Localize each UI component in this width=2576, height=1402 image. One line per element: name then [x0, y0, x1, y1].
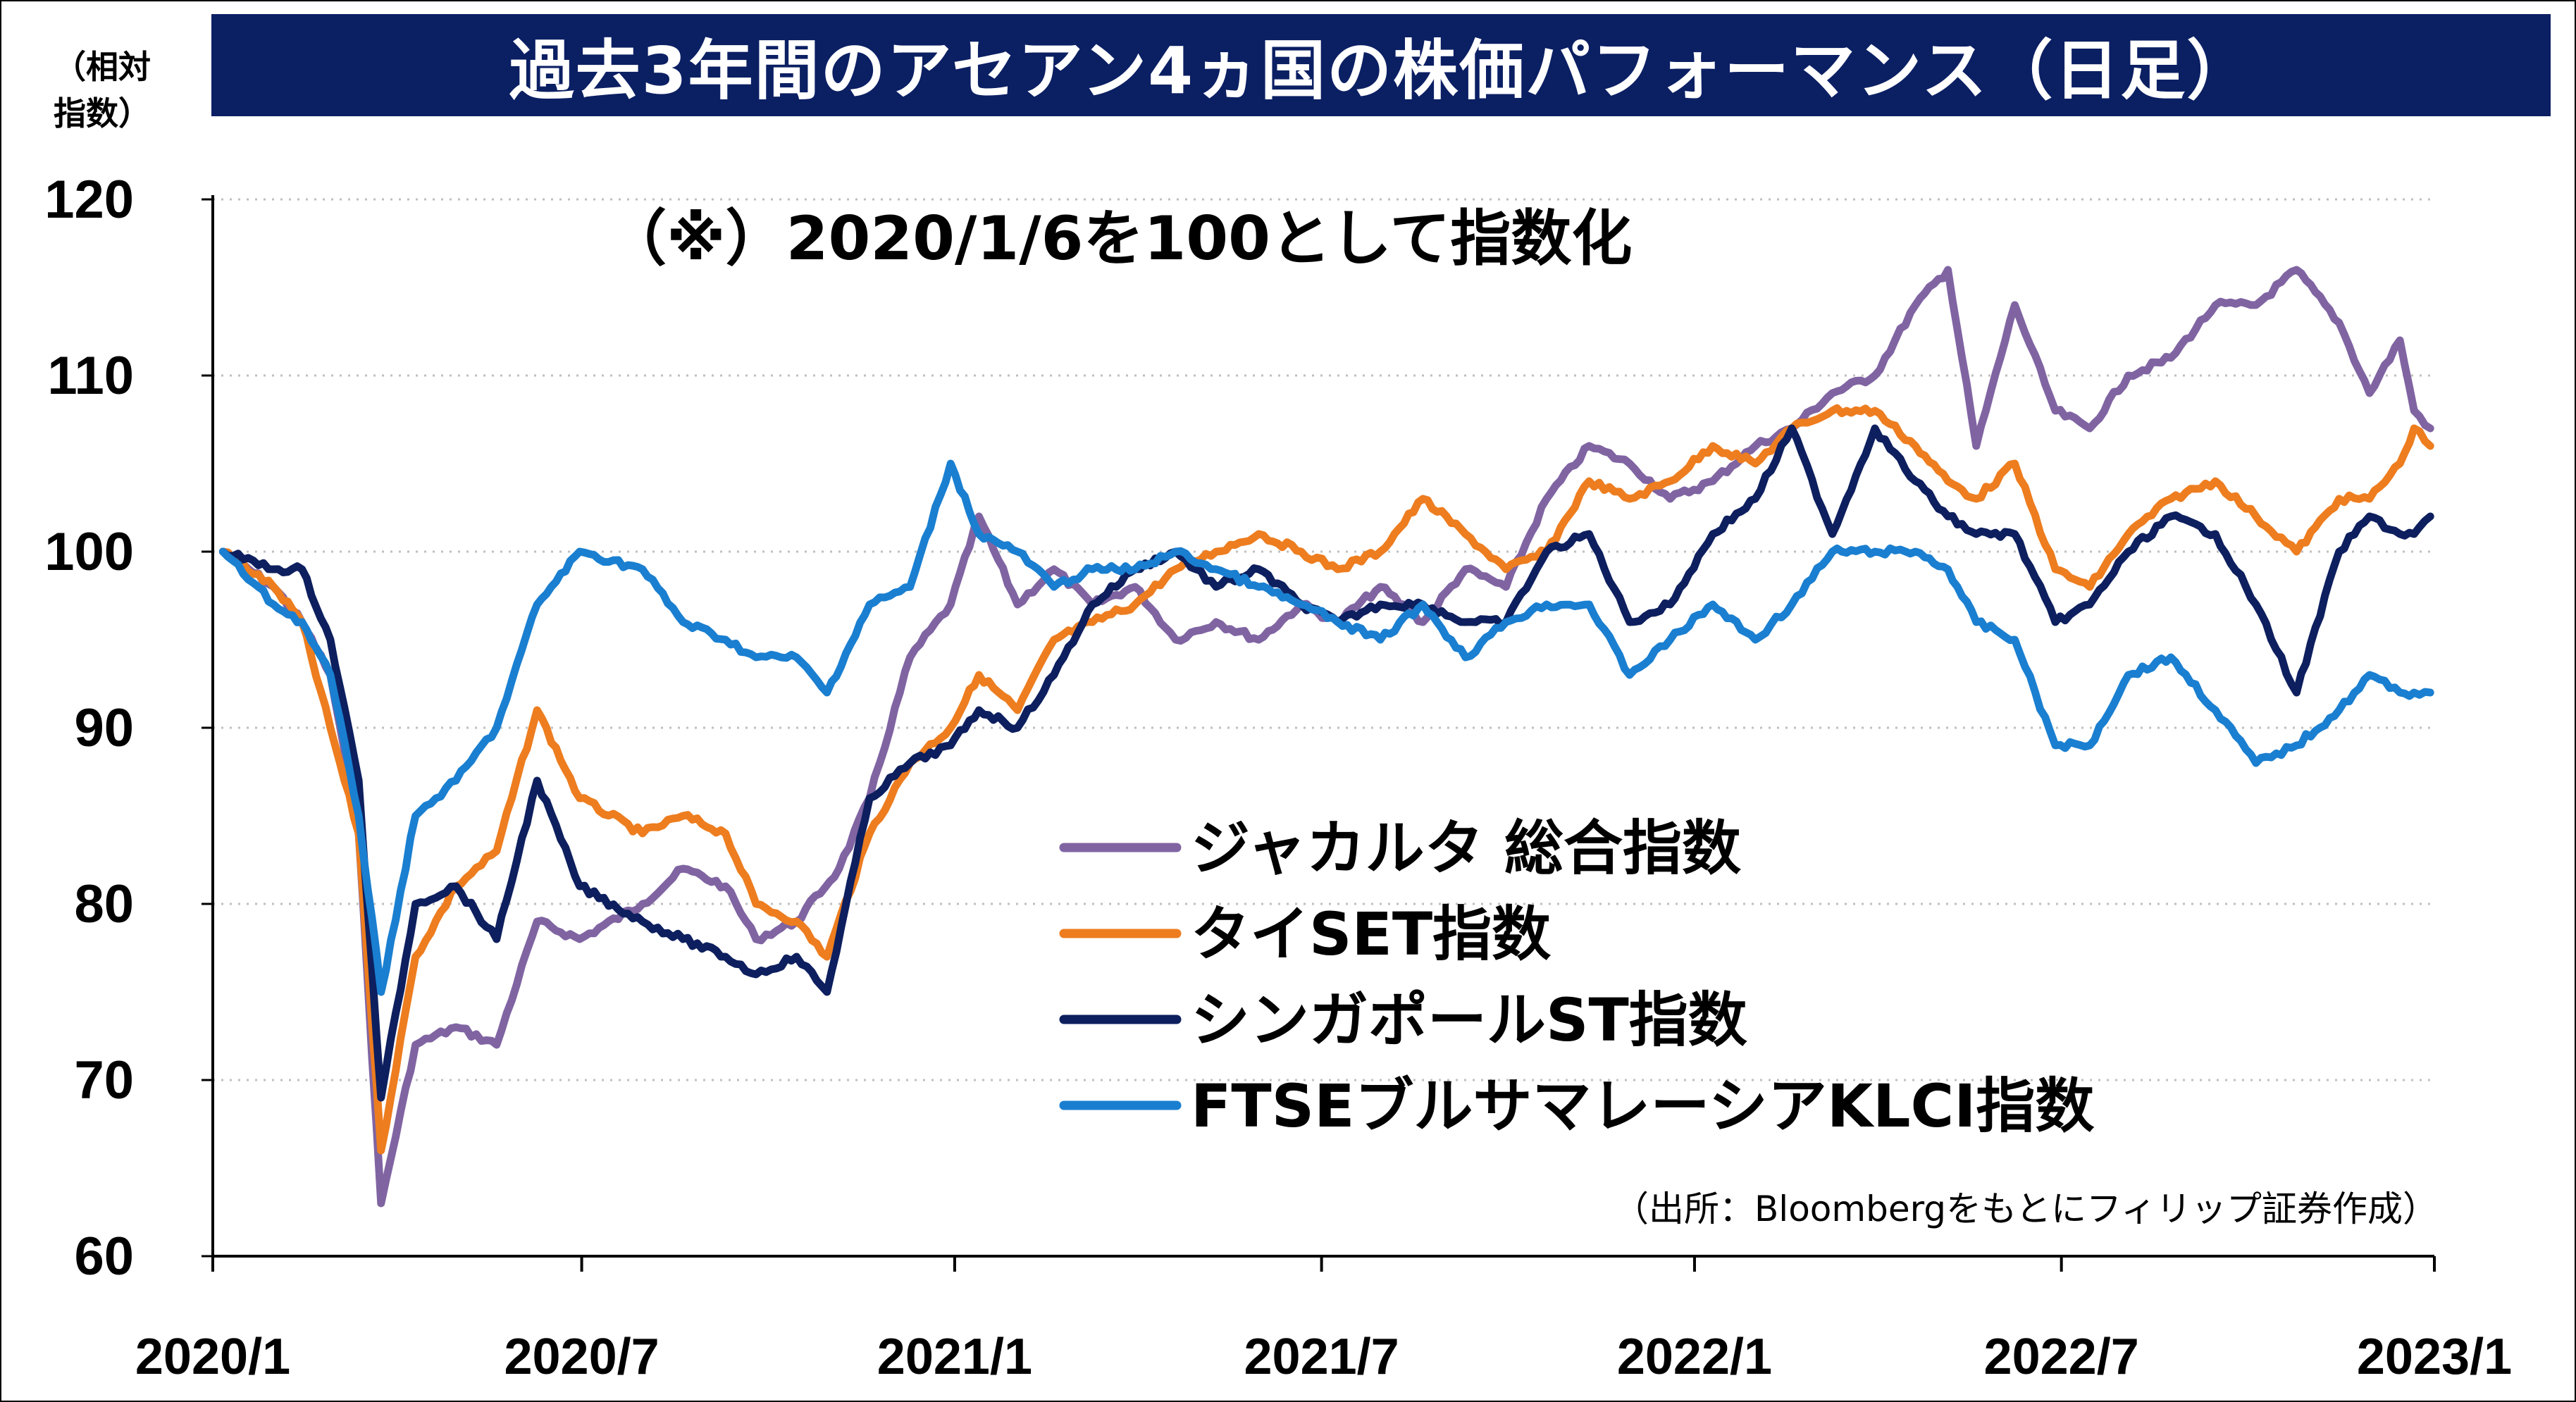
- y-tick-label: 100: [44, 522, 134, 582]
- x-tick-label: 2021/7: [1244, 1329, 1399, 1385]
- x-tick-label: 2022/7: [1984, 1329, 2139, 1385]
- source-note: （出所：Bloombergをもとにフィリップ証券作成）: [1614, 1189, 2438, 1229]
- chart-title: 過去3年間のアセアン4ヵ国の株価パフォーマンス（日足）: [211, 14, 2551, 116]
- y-axis-unit-line-2: 指数）: [54, 94, 151, 132]
- legend-label-thai: タイSET指数: [1191, 900, 1551, 969]
- x-tick-label: 2020/7: [504, 1329, 659, 1385]
- series-line-malaysia: [218, 459, 2434, 996]
- y-axis-unit-line-1: （相対: [54, 48, 151, 86]
- y-tick-label: 60: [74, 1227, 134, 1286]
- y-tick-label: 90: [74, 698, 134, 758]
- y-tick-label: 80: [74, 874, 134, 934]
- x-tick-label: 2020/1: [135, 1329, 290, 1385]
- x-tick-label: 2023/1: [2357, 1329, 2512, 1385]
- y-tick-label: 70: [74, 1050, 134, 1110]
- legend-label-jakarta: ジャカルタ 総合指数: [1191, 814, 1741, 883]
- y-tick-label: 110: [47, 346, 134, 406]
- x-tick-label: 2021/1: [877, 1329, 1032, 1385]
- x-tick-label: 2022/1: [1617, 1329, 1772, 1385]
- y-axis-unit: （相対 指数）: [54, 44, 151, 137]
- chart-title-text: 過去3年間のアセアン4ヵ国の株価パフォーマンス（日足）: [509, 33, 2253, 108]
- series-line-thai: [218, 404, 2434, 1155]
- legend-label-malaysia: FTSEブルサマレーシアKLCI指数: [1191, 1072, 2094, 1141]
- legend-label-singapore: シンガポールST指数: [1191, 986, 1747, 1055]
- chart-note: （※）2020/1/6を100として指数化: [606, 204, 1633, 274]
- y-tick-label: 120: [44, 170, 134, 230]
